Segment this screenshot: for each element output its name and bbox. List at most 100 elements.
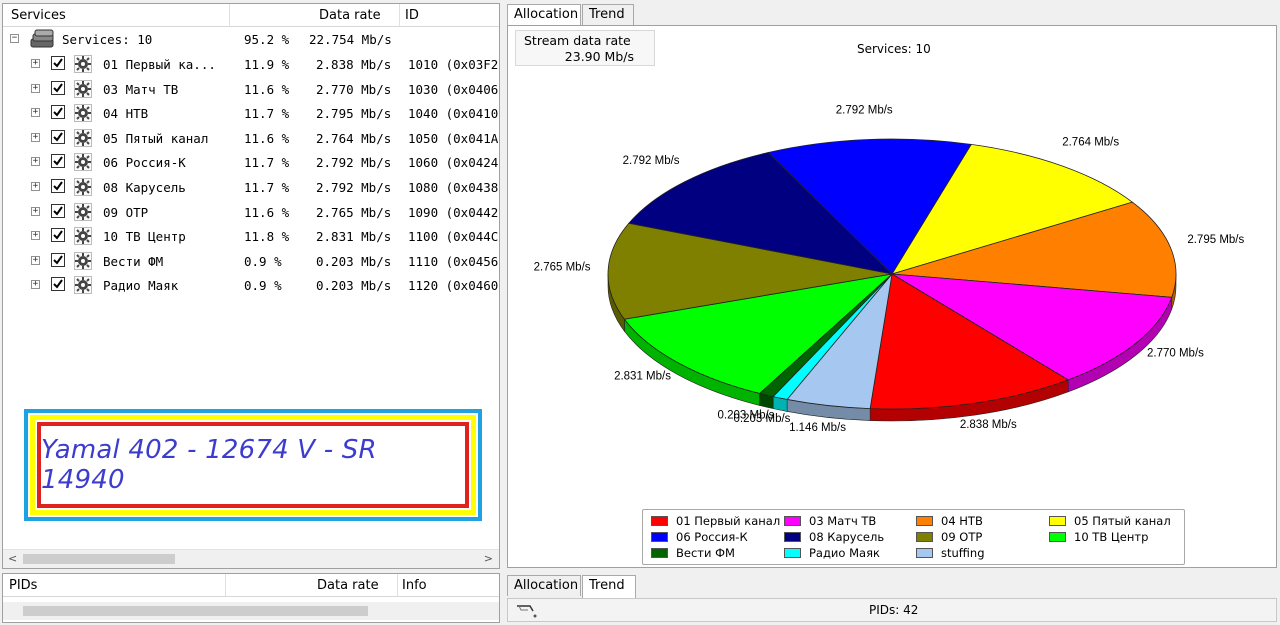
service-checkbox[interactable] — [51, 277, 65, 292]
pie-slice — [623, 273, 894, 394]
services-header: Services Data rate ID — [3, 4, 499, 27]
service-row[interactable]: +08 Карусель 11.7 % 2.792 Mb/s 1080 (0x0438 — [3, 176, 499, 200]
column-pids[interactable]: PIDs — [9, 578, 38, 593]
service-row[interactable]: +09 ОТР 11.6 % 2.765 Mb/s 1090 (0x0442 — [3, 201, 499, 225]
services-hscrollbar[interactable]: < > — [3, 549, 499, 568]
gear-icon — [74, 79, 92, 98]
service-row[interactable]: +03 Матч ТВ 11.6 % 2.770 Mb/s 1030 (0x0406 — [3, 78, 499, 102]
chart-legend: 01 Первый канал 03 Матч ТВ 04 НТВ 05 Пятый … — [642, 509, 1185, 565]
service-percent: 11.6 % — [244, 130, 290, 146]
service-checkbox[interactable] — [51, 80, 65, 95]
root-percent: 95.2 % — [244, 32, 290, 47]
service-rate: 2.764 Mb/s — [316, 130, 392, 146]
services-root-row[interactable]: − Services: 10 95.2 % 22.754 Mb/s — [3, 28, 499, 52]
legend-label: 09 ОТР — [941, 530, 983, 544]
legend-label: 08 Карусель — [809, 530, 885, 544]
service-rate: 2.770 Mb/s — [316, 81, 392, 97]
bottom-tab-allocation[interactable]: Allocation — [507, 575, 581, 596]
pie-slice — [869, 273, 1070, 410]
watermark-text: Yamal 402 - 12674 V - SR 14940 — [41, 435, 377, 495]
expand-toggle[interactable]: + — [31, 82, 40, 93]
expand-toggle[interactable]: + — [31, 230, 40, 241]
service-percent: 11.8 % — [244, 229, 290, 245]
service-id: 1120 (0x0460 — [408, 278, 499, 294]
legend-label: 03 Матч ТВ — [809, 514, 877, 528]
service-name: 04 НТВ — [103, 106, 149, 122]
service-row[interactable]: + Радио Маяк 0.9 % 0.203 Mb/s 1120 (0x0460 — [3, 274, 499, 298]
service-row[interactable]: +06 Россия-К 11.7 % 2.792 Mb/s 1060 (0x0424 — [3, 151, 499, 175]
column-data-rate[interactable]: Data rate — [319, 8, 381, 23]
service-row[interactable]: +04 НТВ 11.7 % 2.795 Mb/s 1040 (0x0410 — [3, 102, 499, 126]
legend-label: 10 ТВ Центр — [1074, 530, 1149, 544]
service-name: 03 Матч ТВ — [103, 81, 179, 97]
expand-toggle[interactable]: + — [31, 279, 40, 290]
service-id: 1060 (0x0424 — [408, 155, 499, 171]
legend-swatch — [784, 532, 801, 542]
tab-trend[interactable]: Trend — [582, 4, 634, 25]
service-name: Радио Маяк — [103, 278, 179, 294]
pie-slice — [767, 138, 972, 275]
gear-icon — [74, 251, 92, 270]
service-id: 1040 (0x0410 — [408, 106, 499, 122]
scroll-thumb[interactable] — [23, 554, 175, 564]
pie-slice-label: 2.792 Mb/s — [623, 155, 680, 167]
scroll-right-arrow[interactable]: > — [483, 552, 493, 565]
service-row[interactable]: +05 Пятый канал 11.6 % 2.764 Mb/s 1050 (0x0… — [3, 127, 499, 151]
scroll-left-arrow[interactable]: < — [8, 552, 18, 565]
service-checkbox[interactable] — [51, 154, 65, 169]
expand-toggle[interactable]: + — [31, 131, 40, 142]
allocation-panel: Stream data rate 23.90 Mb/s Services: 10… — [507, 25, 1277, 568]
service-id: 1050 (0x041A — [408, 130, 499, 146]
column-info[interactable]: Info — [402, 578, 427, 593]
service-checkbox[interactable] — [51, 252, 65, 267]
expand-toggle[interactable]: + — [31, 107, 40, 118]
pie-slice — [891, 273, 1173, 381]
expand-toggle[interactable]: + — [31, 156, 40, 167]
expand-toggle[interactable]: + — [31, 181, 40, 191]
service-percent: 11.6 % — [244, 81, 290, 97]
expand-toggle[interactable]: + — [31, 254, 40, 265]
expand-toggle[interactable]: + — [31, 205, 40, 216]
service-id: 1110 (0x0456 — [408, 253, 499, 269]
pids-scroll-thumb[interactable] — [23, 606, 368, 616]
legend-label: stuffing — [941, 546, 985, 560]
gear-icon — [74, 128, 92, 147]
service-checkbox[interactable] — [51, 203, 65, 218]
pids-hscrollbar[interactable] — [3, 602, 499, 620]
service-row[interactable]: + Вести ФМ 0.9 % 0.203 Mb/s 1110 (0x0456 — [3, 250, 499, 274]
service-checkbox[interactable] — [51, 56, 65, 70]
pie-slice — [628, 152, 894, 275]
expand-toggle[interactable]: + — [31, 58, 40, 68]
pie-slice — [891, 143, 1134, 275]
pie-slice-label: 2.795 Mb/s — [1187, 234, 1244, 246]
service-name: 05 Пятый канал — [103, 130, 209, 146]
service-id: 1030 (0x0406 — [408, 81, 499, 97]
service-checkbox[interactable] — [51, 179, 65, 193]
pie-slice-label: 2.764 Mb/s — [1062, 136, 1119, 148]
gear-icon — [74, 202, 92, 221]
tab-allocation[interactable]: Allocation — [507, 4, 581, 27]
service-name: Вести ФМ — [103, 253, 164, 269]
column-id[interactable]: ID — [405, 8, 419, 23]
service-percent: 11.7 % — [244, 106, 290, 122]
column-services[interactable]: Services — [11, 8, 66, 23]
column-pid-data-rate[interactable]: Data rate — [317, 578, 379, 593]
watermark-yellow-frame: Yamal 402 - 12674 V - SR 14940 — [30, 415, 476, 515]
legend-label: Радио Маяк — [809, 546, 880, 560]
chart-title: Services: 10 — [857, 42, 931, 56]
collapse-toggle[interactable]: − — [10, 33, 19, 43]
service-rate: 2.765 Mb/s — [316, 204, 392, 220]
service-checkbox[interactable] — [51, 228, 65, 243]
service-name: 08 Карусель — [103, 180, 186, 195]
gear-icon — [74, 104, 92, 123]
service-checkbox[interactable] — [51, 129, 65, 144]
graph-icon — [517, 605, 537, 618]
bottom-tab-trend[interactable]: Trend — [582, 575, 636, 598]
legend-swatch — [916, 516, 933, 526]
service-checkbox[interactable] — [51, 105, 65, 120]
legend-label: 04 НТВ — [941, 514, 983, 528]
service-row[interactable]: +01 Первый ка... 11.9 % 2.838 Mb/s 1010 (0x… — [3, 53, 499, 77]
pie-chart: 2.764 Mb/s 2.795 Mb/s 2.770 Mb/s 2.838 Mb/s… — [534, 105, 1245, 434]
service-row[interactable]: +10 ТВ Центр 11.8 % 2.831 Mb/s 1100 (0x044C — [3, 225, 499, 249]
pie-slice-label: 0.203 Mb/s — [734, 413, 791, 425]
